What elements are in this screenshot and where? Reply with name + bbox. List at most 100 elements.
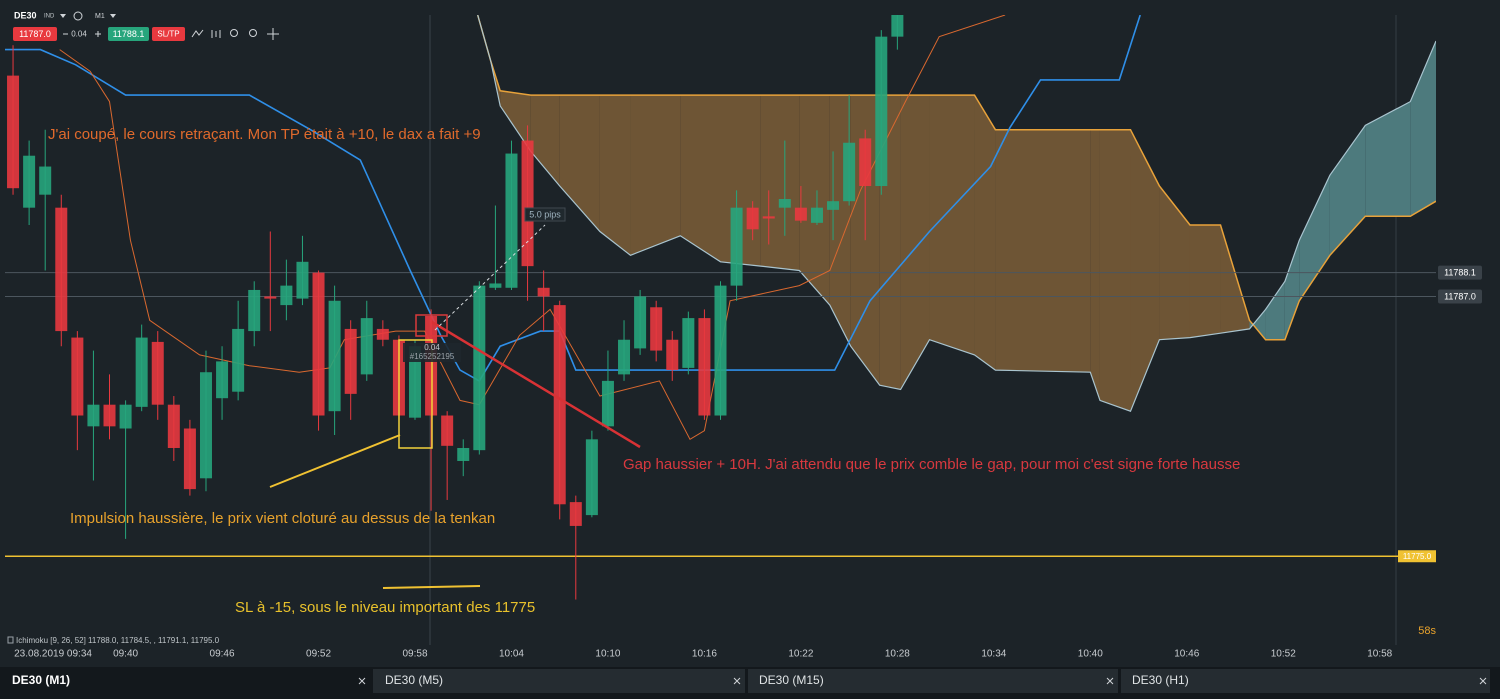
info-icon[interactable] (73, 11, 83, 21)
cloud-segment (1329, 125, 1366, 256)
cloud-segment (1130, 129, 1160, 412)
sltp-label: SL/TP (157, 30, 179, 39)
price-label-box (1438, 289, 1482, 304)
timeframe[interactable]: M1 (95, 13, 105, 20)
market: IND (44, 14, 55, 20)
candle-body (794, 207, 807, 221)
candle-body (296, 261, 309, 299)
cloud-segment (995, 129, 1091, 373)
candle-body (87, 404, 100, 427)
candle-body (553, 305, 566, 505)
cloud-segment (1299, 175, 1330, 301)
cloud-segment (559, 95, 600, 232)
dropdown-icon[interactable] (110, 14, 116, 18)
price-label-box (1438, 265, 1482, 280)
zoom-in-icon[interactable] (249, 29, 257, 37)
candle-body (827, 201, 840, 210)
candle-body (344, 328, 357, 394)
time-axis: 23.08.2019 09:34 09:40 09:46 09:52 09:58 10:0… (14, 649, 1393, 660)
cloud-segment (1220, 225, 1250, 334)
x-tick-label: 23.08.2019 09:34 (14, 649, 92, 660)
candle-body (360, 318, 373, 375)
zoom-out-icon[interactable] (230, 29, 238, 37)
order-label-box (403, 343, 461, 362)
candle-body (328, 300, 341, 412)
tab-label[interactable]: DE30 (H1) (1132, 673, 1189, 687)
cloud-segment (799, 95, 830, 306)
cloud-segment (1410, 40, 1436, 217)
spread: 0.04 (71, 30, 87, 39)
legend-icon (7, 636, 14, 644)
candle-body (843, 142, 856, 202)
price-label-box (1398, 550, 1436, 563)
candle-body (601, 380, 614, 427)
order-box (415, 314, 448, 337)
tab-label[interactable]: DE30 (M5) (385, 673, 443, 687)
toolbar: DE30 IND M1 11787.0 0.04 11788.1 SL/TP (13, 10, 279, 41)
close-icon[interactable] (1479, 677, 1487, 685)
close-icon[interactable] (733, 677, 741, 685)
drawings: 5.0 pips 0.04 #165252195 J'ai coupé, le … (48, 126, 1240, 616)
candle-body (537, 287, 550, 297)
order-id: #165252195 (410, 352, 455, 361)
candle-body (312, 272, 325, 416)
cloud-segment (1365, 101, 1411, 217)
candle-body (71, 337, 84, 416)
tab[interactable] (1121, 669, 1490, 693)
tab-label[interactable]: DE30 (M1) (12, 673, 70, 687)
candle-body (505, 153, 518, 288)
buy-price: 11788.1 (113, 29, 145, 39)
indicator-legend: Ichimoku [9, 26, 52] 11788.0, 11784.5, ,… (16, 636, 220, 645)
cloud-segment (500, 90, 531, 152)
cloud-segment (760, 95, 800, 271)
candle-body (135, 337, 148, 407)
tab-label[interactable]: DE30 (M15) (759, 673, 824, 687)
price-labels: 11788.1 11787.0 11775.0 (1398, 265, 1482, 563)
buy-button[interactable] (108, 27, 149, 41)
x-tick-label: 09:46 (210, 649, 235, 660)
candle-body (199, 372, 212, 479)
tab[interactable] (748, 669, 1118, 693)
dropdown-icon[interactable] (60, 14, 66, 18)
plus-icon[interactable] (95, 31, 101, 37)
close-icon[interactable] (358, 677, 366, 685)
candle-body (634, 296, 647, 349)
tab-bar: DE30 (M1) DE30 (M5) DE30 (M15) DE30 (H1) (0, 667, 1500, 699)
candle-body (859, 138, 872, 187)
cloud-segment (1265, 281, 1285, 340)
trend-line (382, 585, 481, 589)
close-icon[interactable] (1106, 677, 1114, 685)
candle-body (7, 75, 20, 189)
tab[interactable] (373, 669, 745, 693)
x-tick-label: 10:22 (788, 649, 813, 660)
trend-line (431, 320, 641, 449)
indicator-icon[interactable] (191, 29, 204, 38)
candle-body (714, 285, 727, 416)
highlight-box (398, 339, 433, 449)
candle-body (569, 502, 582, 526)
candle-body (216, 361, 229, 399)
sell-price: 11787.0 (19, 29, 51, 39)
x-tick-label: 09:58 (402, 649, 427, 660)
price-label: 11775.0 (1403, 552, 1432, 561)
sltp-button[interactable] (152, 27, 185, 41)
cloud-segment (680, 95, 721, 262)
candle-body (151, 341, 164, 405)
symbol[interactable]: DE30 (14, 10, 37, 20)
cloud-segment (530, 95, 560, 187)
candle-body (119, 404, 132, 429)
candle-body (23, 155, 36, 208)
x-tick-label: 10:10 (595, 649, 620, 660)
crosshair-icon[interactable] (267, 28, 279, 40)
candle-body (409, 346, 422, 418)
candle-body (103, 404, 116, 427)
cloud-segment (630, 95, 681, 256)
candle-body (248, 289, 261, 332)
bars-icon[interactable] (211, 30, 221, 38)
candle-body (891, 15, 904, 37)
sell-button[interactable] (13, 27, 57, 41)
trend-line (269, 434, 401, 488)
annotation: J'ai coupé, le cours retraçant. Mon TP é… (48, 126, 481, 143)
cloud-segment (1284, 240, 1300, 340)
